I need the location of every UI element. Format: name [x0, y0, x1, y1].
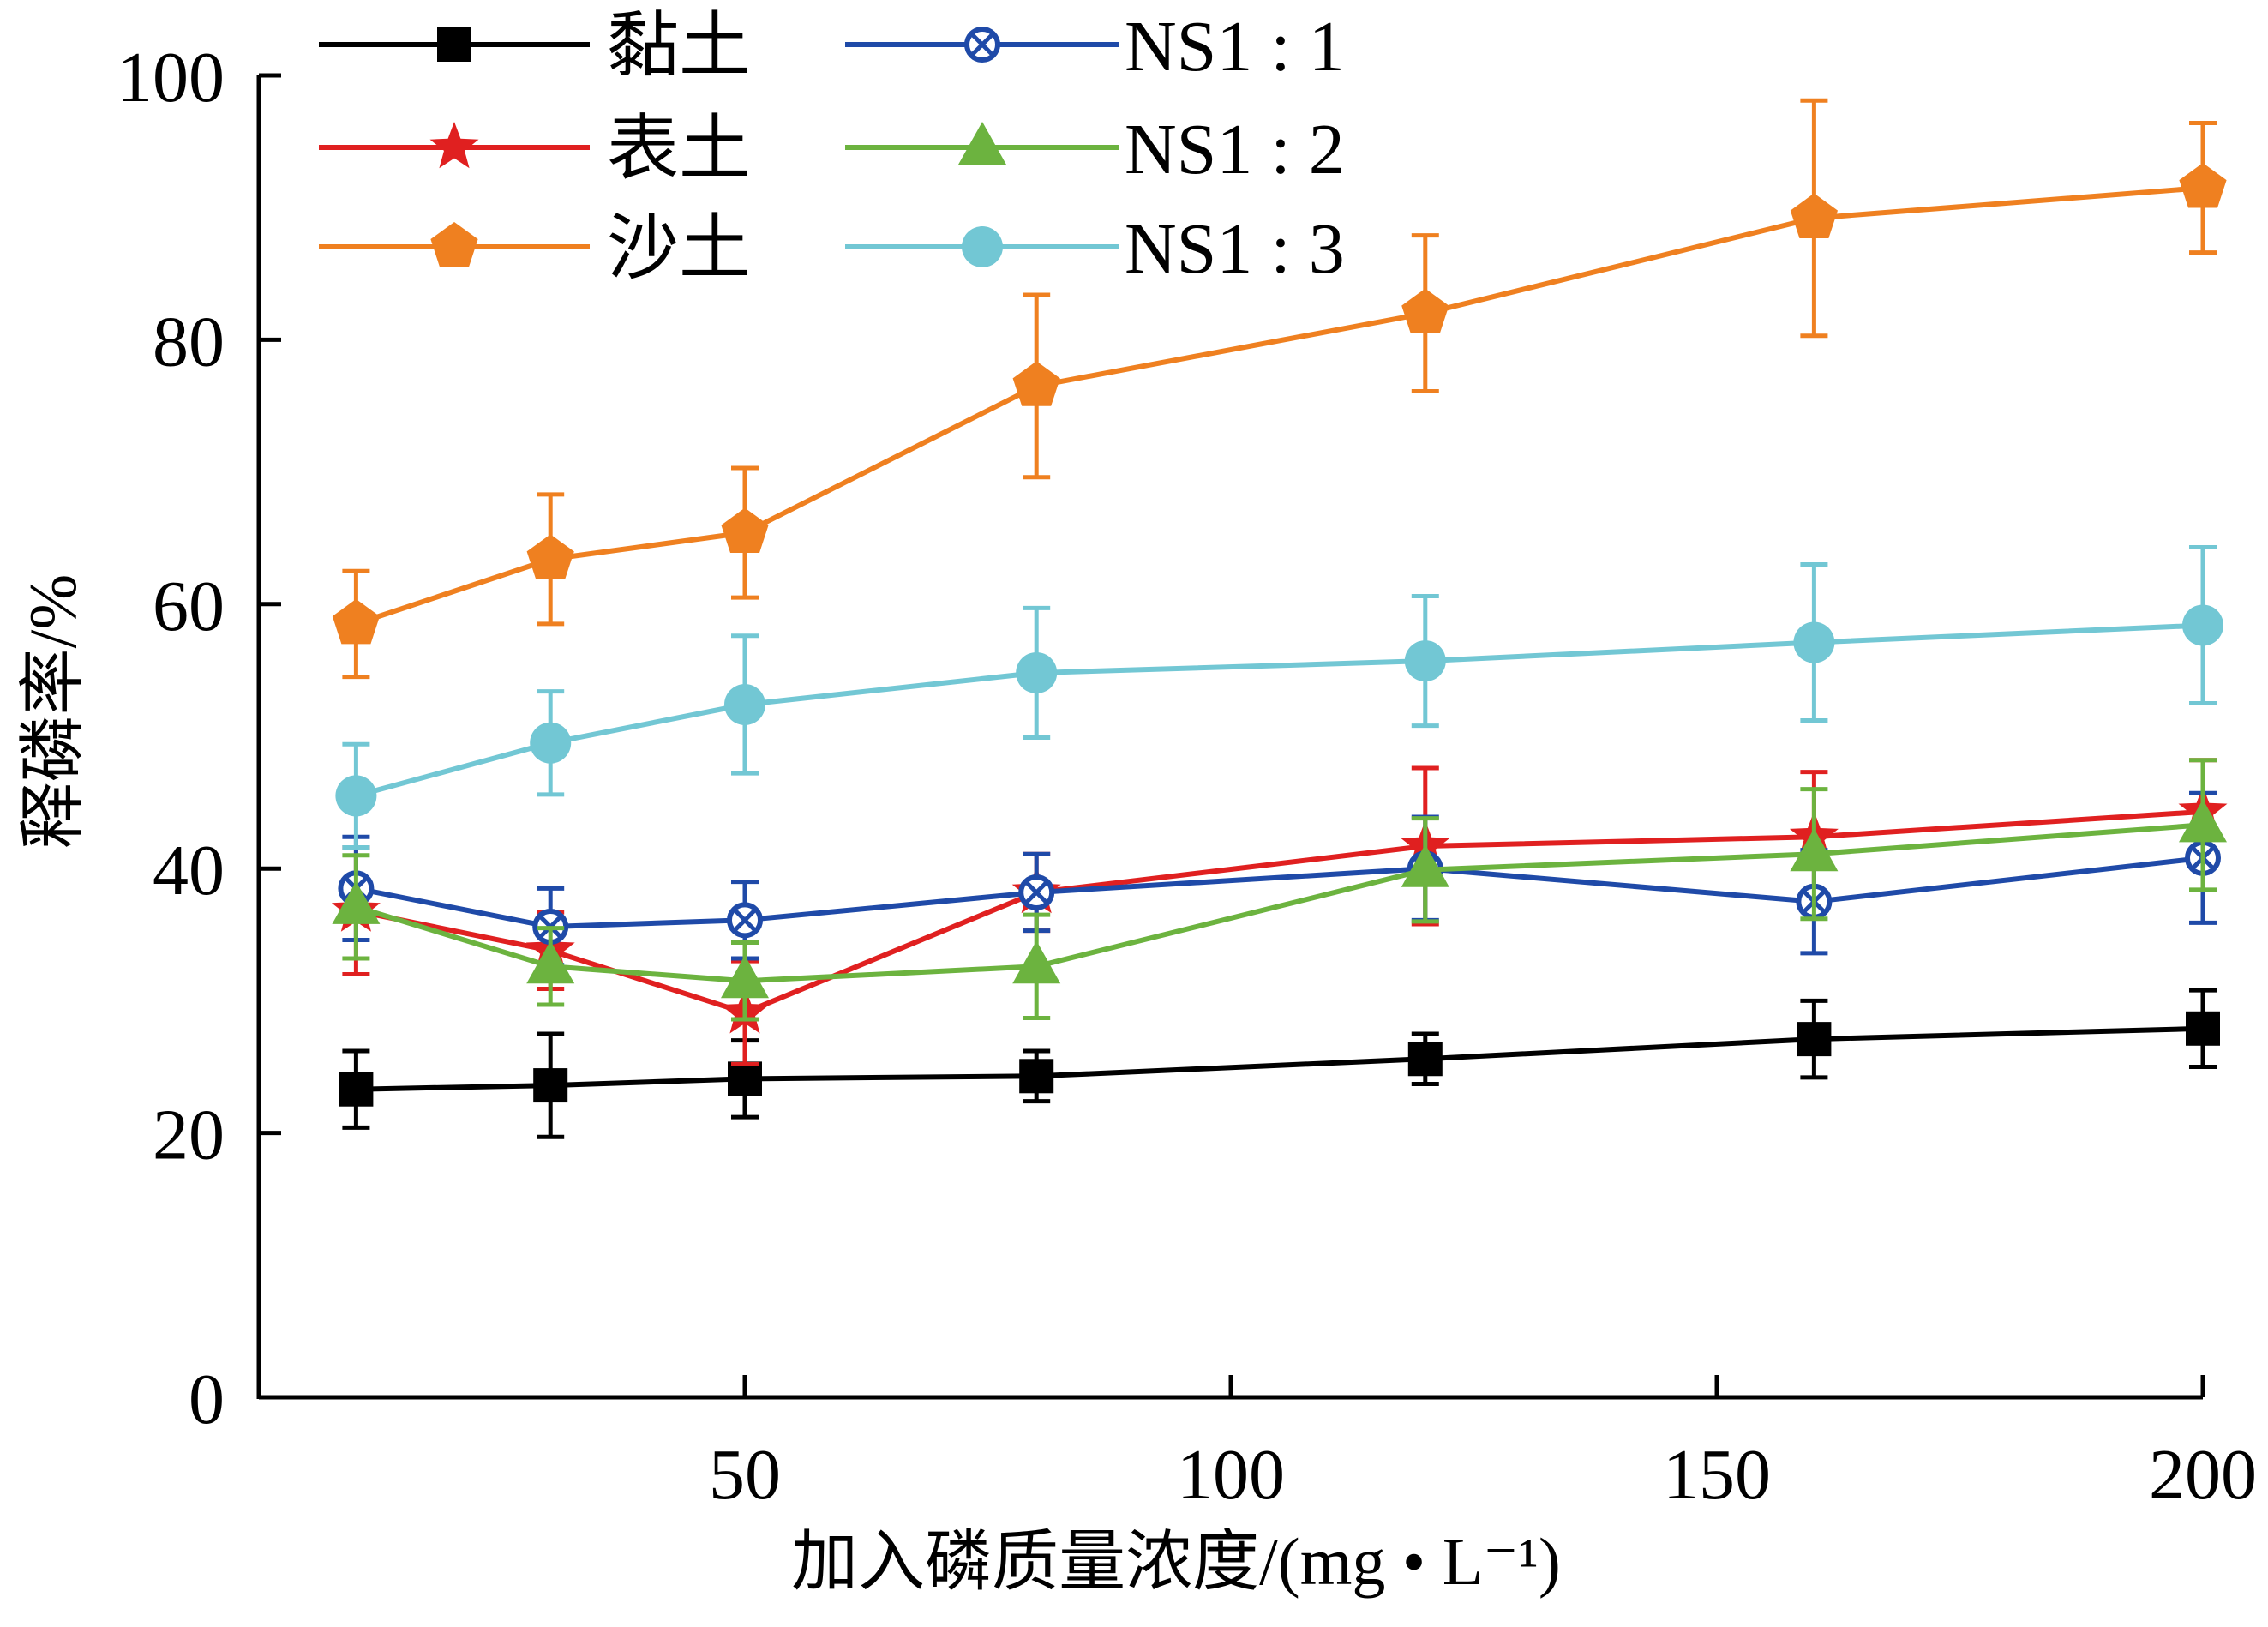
legend-marker — [964, 27, 1000, 63]
x-axis-title: 加入磷质量浓度/(mg • L⁻¹) — [791, 1524, 1561, 1599]
data-point — [1790, 193, 1838, 238]
data-point — [530, 722, 572, 764]
data-point — [2182, 604, 2223, 646]
y-axis-title: 释磷率/% — [15, 574, 90, 850]
x-tick-label: 50 — [709, 1435, 781, 1515]
data-point — [339, 1072, 374, 1107]
y-tick-label: 0 — [189, 1360, 225, 1439]
data-point — [1012, 361, 1060, 406]
series-5 — [332, 758, 2227, 1022]
series-1 — [339, 988, 2220, 1139]
y-tick-label: 80 — [153, 302, 225, 381]
x-tick-label: 100 — [1177, 1435, 1285, 1515]
data-point — [526, 534, 574, 579]
marker-cross — [1024, 880, 1048, 904]
legend-item-6: NS1 : 3 — [845, 209, 1345, 289]
data-point — [1797, 1022, 1832, 1057]
legend-label: NS1 : 3 — [1125, 209, 1345, 289]
legend-item-3: 沙土 — [319, 209, 751, 289]
legend-label: 表土 — [607, 110, 751, 189]
data-point — [1404, 640, 1446, 682]
series-3 — [332, 98, 2227, 680]
data-point — [1401, 844, 1449, 887]
legend-item-4: NS1 : 1 — [845, 7, 1345, 87]
x-tick-label: 150 — [1663, 1435, 1771, 1515]
y-tick-label: 100 — [117, 38, 225, 117]
data-point — [724, 683, 765, 725]
series-line — [355, 622, 2204, 799]
x-tick-label: 200 — [2149, 1435, 2257, 1515]
series-line — [355, 855, 2204, 929]
series-6 — [335, 544, 2223, 850]
data-point — [727, 902, 763, 939]
data-point — [332, 880, 381, 924]
data-point — [1401, 288, 1449, 333]
legend-label: NS1 : 2 — [1125, 110, 1345, 189]
legend-label: NS1 : 1 — [1125, 7, 1345, 87]
marker-cross — [970, 33, 994, 57]
data-point — [2179, 163, 2227, 208]
legend-marker — [962, 226, 1003, 267]
legend-item-2: 表土 — [319, 110, 751, 189]
legend-label: 黏土 — [607, 7, 751, 87]
data-point — [2186, 1011, 2220, 1046]
marker-cross — [733, 908, 757, 933]
legend-item-5: NS1 : 2 — [845, 110, 1345, 189]
legend-marker — [429, 122, 479, 169]
data-point — [721, 507, 769, 553]
data-point — [526, 940, 575, 984]
y-tick-label: 20 — [153, 1096, 225, 1175]
series-line — [355, 808, 2204, 1016]
data-point — [1407, 1042, 1443, 1077]
series-2 — [331, 758, 2228, 1066]
data-point — [1790, 828, 1839, 872]
axes: 0 20 40 60 80 100 50 100 150 200 — [117, 38, 2257, 1515]
y-tick-label: 60 — [153, 567, 225, 646]
legend-label: 沙土 — [607, 209, 751, 289]
data-point — [1012, 940, 1061, 984]
data-point — [721, 955, 769, 999]
data-point — [1018, 874, 1055, 910]
legend-marker — [437, 27, 471, 62]
data-point — [1019, 1059, 1054, 1094]
data-point — [1016, 651, 1058, 693]
data-point — [533, 1068, 568, 1103]
legend-item-1: 黏土 — [319, 7, 751, 87]
y-tick-label: 40 — [153, 831, 225, 910]
series-4 — [338, 790, 2221, 968]
data-point — [332, 598, 380, 645]
series-line — [355, 822, 2204, 984]
legend-marker — [430, 222, 478, 267]
data-point — [728, 1061, 762, 1096]
data-point — [1793, 621, 1835, 663]
legend-marker — [958, 122, 1006, 165]
data-point — [2179, 799, 2227, 843]
data-point — [335, 775, 377, 817]
series-layer — [331, 98, 2228, 1139]
series-line — [356, 1025, 2204, 1092]
